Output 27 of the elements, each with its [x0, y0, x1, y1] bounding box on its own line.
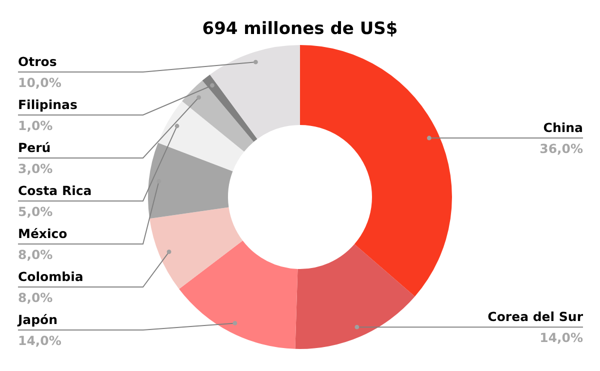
slice-label: Corea del Sur: [488, 309, 584, 324]
data-label: 1,0%: [18, 118, 54, 133]
data-label: 14,0%: [540, 330, 584, 346]
donut-slice: [182, 80, 254, 152]
data-label: 3,0%: [18, 161, 54, 176]
donut-slice: [295, 244, 415, 349]
data-label: 36,0%: [540, 141, 584, 156]
data-label: 10,0%: [18, 75, 62, 90]
slice-label: Colombia: [18, 269, 84, 284]
slice-label: China: [543, 120, 583, 136]
slice-label: Costa Rica: [18, 183, 92, 198]
donut-slice: [179, 240, 298, 349]
data-label: 5,0%: [18, 204, 54, 219]
data-label: 8,0%: [18, 290, 54, 305]
data-label: 14,0%: [18, 333, 62, 348]
donut-slice: [150, 207, 243, 290]
donut-slice: [158, 101, 244, 172]
chart-title: 694 millones de US$: [202, 19, 398, 39]
slice-label: Otros: [18, 54, 57, 69]
donut-slice: [148, 142, 233, 219]
donut-slice: [300, 45, 452, 297]
data-label: 8,0%: [18, 247, 54, 262]
slice-label: Perú: [18, 140, 51, 155]
slice-label: Japón: [17, 312, 58, 327]
slice-label: Filipinas: [18, 97, 78, 112]
slice-label: México: [18, 226, 68, 241]
donut-slice: [210, 45, 300, 140]
